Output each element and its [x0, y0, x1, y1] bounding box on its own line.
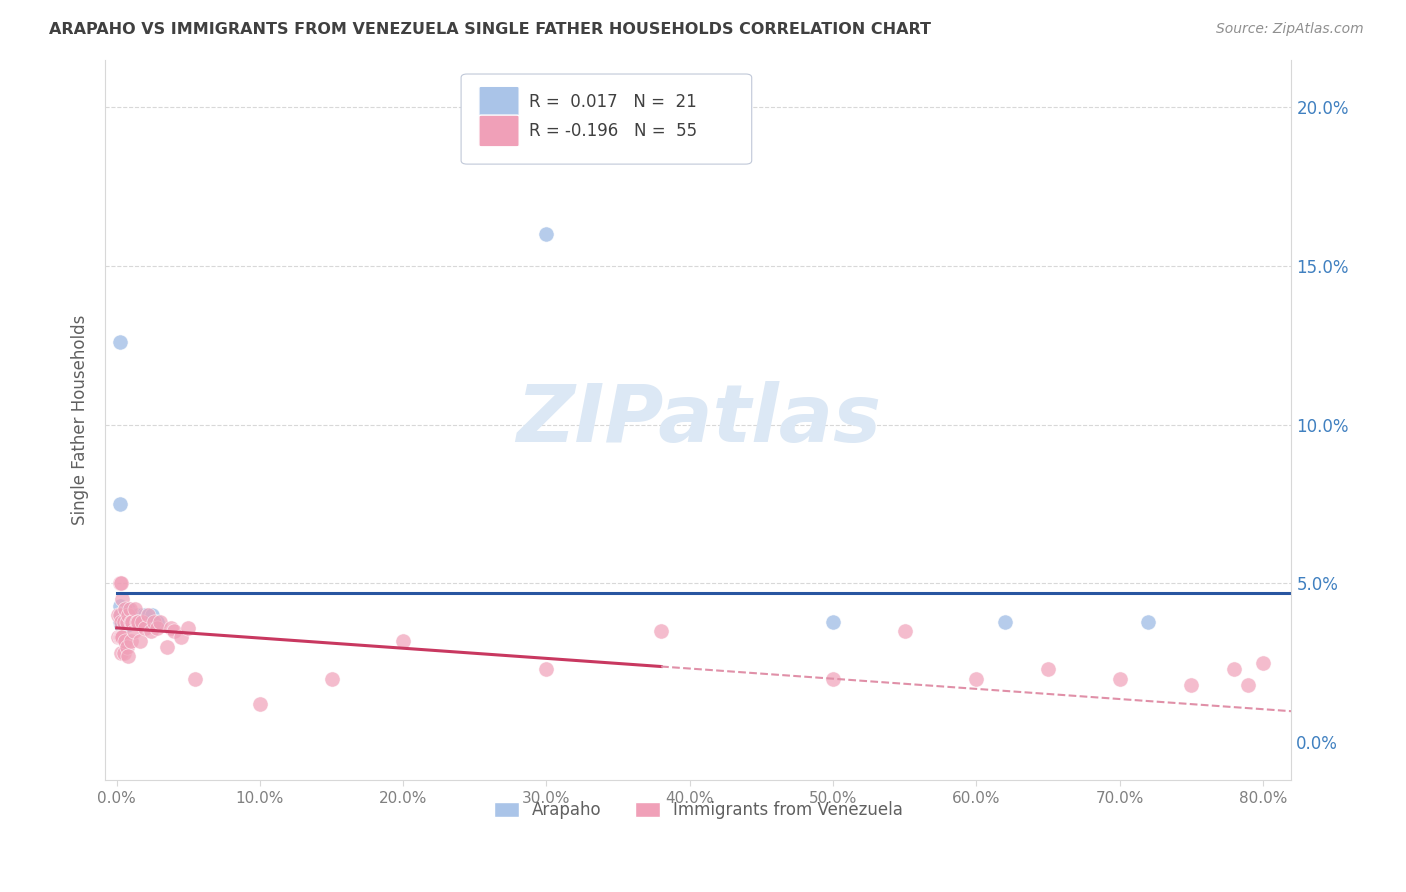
Point: [965, 672, 987, 686]
Point: [149, 615, 172, 629]
Point: [112, 646, 135, 660]
Point: [146, 621, 169, 635]
Point: [108, 497, 131, 511]
Text: Source: ZipAtlas.com: Source: ZipAtlas.com: [1216, 22, 1364, 37]
Text: ZIPatlas: ZIPatlas: [516, 381, 880, 459]
Point: [128, 633, 150, 648]
Point: [110, 631, 132, 645]
Point: [184, 672, 207, 686]
Point: [160, 621, 183, 635]
Point: [1180, 678, 1202, 692]
Point: [118, 615, 141, 629]
Point: [110, 617, 132, 632]
Point: [1137, 615, 1160, 629]
Point: [117, 608, 139, 623]
Point: [821, 615, 844, 629]
Point: [120, 615, 142, 629]
Point: [249, 697, 271, 711]
Point: [122, 624, 145, 638]
Point: [117, 602, 139, 616]
Legend: Arapaho, Immigrants from Venezuela: Arapaho, Immigrants from Venezuela: [486, 795, 910, 826]
Point: [115, 617, 138, 632]
Point: [177, 621, 200, 635]
Point: [108, 335, 131, 350]
Point: [893, 624, 915, 638]
Point: [110, 608, 132, 623]
Point: [121, 615, 143, 629]
Point: [117, 649, 139, 664]
Point: [141, 608, 163, 623]
Point: [142, 615, 165, 629]
Point: [1108, 672, 1130, 686]
Point: [1237, 678, 1260, 692]
FancyBboxPatch shape: [479, 115, 519, 147]
Point: [650, 624, 672, 638]
Point: [128, 615, 150, 629]
Point: [1223, 662, 1246, 676]
Point: [114, 633, 136, 648]
Point: [111, 631, 134, 645]
Point: [120, 633, 142, 648]
Point: [821, 672, 844, 686]
Point: [536, 227, 558, 242]
Point: [131, 615, 153, 629]
Text: ARAPAHO VS IMMIGRANTS FROM VENEZUELA SINGLE FATHER HOUSEHOLDS CORRELATION CHART: ARAPAHO VS IMMIGRANTS FROM VENEZUELA SIN…: [49, 22, 931, 37]
Point: [108, 631, 131, 645]
Point: [136, 615, 159, 629]
Point: [125, 615, 148, 629]
Point: [111, 592, 134, 607]
Y-axis label: Single Father Households: Single Father Households: [72, 315, 89, 525]
Point: [108, 599, 131, 613]
Point: [108, 615, 131, 629]
Point: [118, 602, 141, 616]
Point: [136, 608, 159, 623]
Point: [110, 576, 132, 591]
Point: [127, 615, 149, 629]
Point: [120, 615, 142, 629]
FancyBboxPatch shape: [479, 87, 519, 118]
Point: [392, 633, 415, 648]
FancyBboxPatch shape: [461, 74, 752, 164]
Point: [112, 615, 135, 629]
Point: [134, 608, 156, 623]
Point: [131, 608, 153, 623]
Point: [107, 608, 129, 623]
Text: R =  0.017   N =  21: R = 0.017 N = 21: [529, 94, 696, 112]
Point: [115, 640, 138, 654]
Point: [127, 608, 149, 623]
Point: [114, 602, 136, 616]
Point: [114, 602, 136, 616]
Point: [134, 621, 156, 635]
Point: [108, 576, 131, 591]
Point: [115, 615, 138, 629]
Point: [536, 662, 558, 676]
Point: [1036, 662, 1059, 676]
Point: [122, 608, 145, 623]
Point: [321, 672, 343, 686]
Point: [108, 608, 131, 623]
Point: [139, 624, 162, 638]
Point: [170, 631, 193, 645]
Point: [112, 608, 135, 623]
Point: [994, 615, 1017, 629]
Point: [163, 624, 186, 638]
Point: [110, 646, 132, 660]
Point: [110, 615, 132, 629]
Point: [107, 631, 129, 645]
Point: [156, 640, 179, 654]
Text: R = -0.196   N =  55: R = -0.196 N = 55: [529, 122, 697, 140]
Point: [146, 615, 169, 629]
Point: [124, 602, 146, 616]
Point: [1251, 656, 1274, 670]
